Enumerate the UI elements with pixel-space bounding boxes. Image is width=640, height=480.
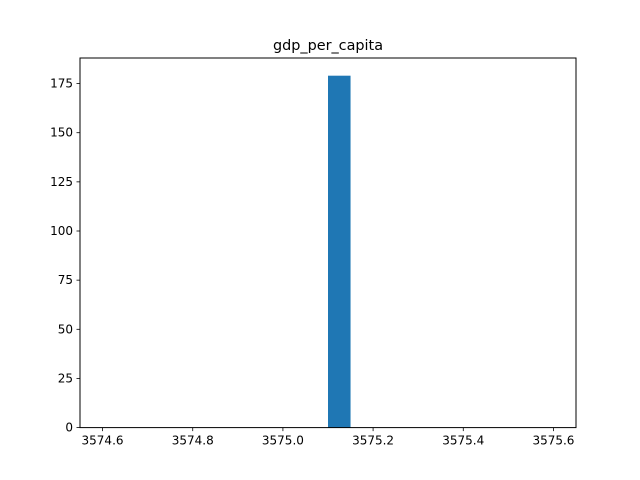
histogram-bar-0 bbox=[328, 75, 351, 428]
bars-layer bbox=[328, 75, 351, 428]
y-axis-ticks: 0 25 50 75 100 125 150 175 bbox=[50, 77, 80, 435]
x-tick-label: 3575.2 bbox=[352, 434, 394, 448]
x-tick-label: 3575.6 bbox=[532, 434, 574, 448]
x-tick-label: 3575.0 bbox=[262, 434, 304, 448]
y-tick-label: 175 bbox=[50, 77, 73, 91]
y-tick-label: 125 bbox=[50, 175, 73, 189]
y-tick-label: 0 bbox=[65, 421, 73, 435]
y-tick-label: 50 bbox=[58, 322, 73, 336]
x-axis-ticks: 3574.6 3574.8 3575.0 3575.2 3575.4 3575.6 bbox=[82, 427, 574, 448]
x-tick-label: 3574.6 bbox=[82, 434, 124, 448]
x-tick-label: 3575.4 bbox=[442, 434, 484, 448]
y-tick-label: 150 bbox=[50, 126, 73, 140]
y-tick-label: 75 bbox=[58, 273, 73, 287]
plot-area-frame bbox=[79, 57, 577, 429]
x-tick-label: 3574.8 bbox=[172, 434, 214, 448]
y-tick-label: 25 bbox=[58, 371, 73, 385]
chart-title: gdp_per_capita bbox=[273, 38, 383, 54]
y-tick-label: 100 bbox=[50, 224, 73, 238]
